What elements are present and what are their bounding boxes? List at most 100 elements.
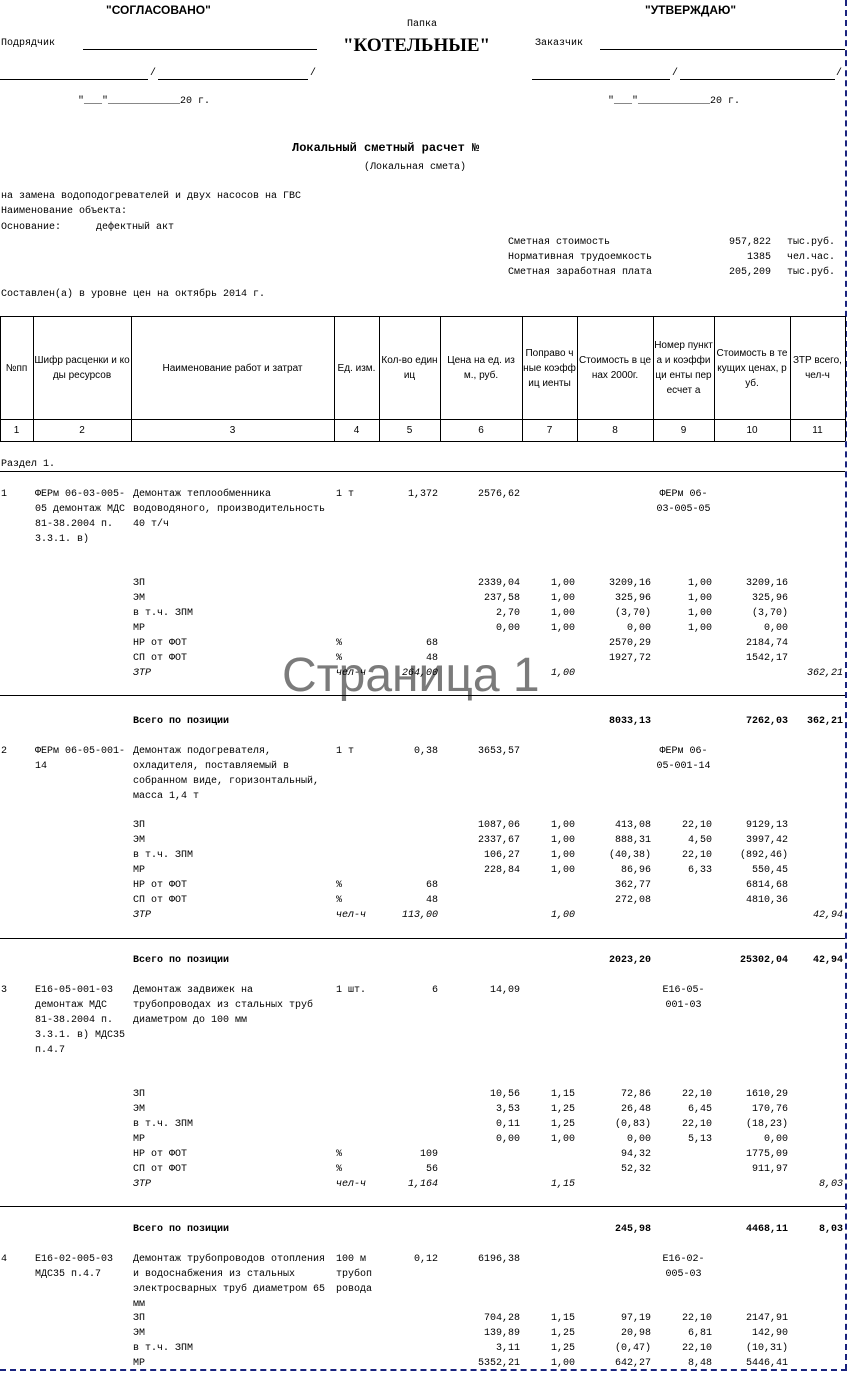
- detail-cell: 68: [425, 880, 438, 891]
- detail-cell: 2570,29: [608, 638, 651, 649]
- detail-cell: ЗТР: [133, 668, 152, 679]
- item-reference: ФЕРм 06-03-005-05: [656, 489, 711, 515]
- item-price: 6196,38: [477, 1254, 520, 1265]
- detail-cell: 0,11: [495, 1119, 520, 1130]
- folder-name: "КОТЕЛЬНЫЕ": [343, 35, 491, 56]
- detail-cell: 4,50: [687, 835, 712, 846]
- detail-cell: 1,00: [687, 608, 712, 619]
- detail-cell: (0,47): [614, 1343, 651, 1354]
- detail-cell: 1,25: [550, 1343, 575, 1354]
- detail-cell: 1,00: [687, 623, 712, 634]
- detail-cell: ЭМ: [133, 1328, 146, 1339]
- detail-cell: 3,53: [495, 1104, 520, 1115]
- detail-cell: НР от ФОТ: [133, 1149, 188, 1160]
- total-ztr: 362,21: [806, 716, 843, 727]
- detail-cell: 42,94: [812, 910, 843, 921]
- column-header: ЗТР всего, чел-ч: [793, 355, 842, 381]
- detail-cell: 1,00: [550, 623, 575, 634]
- detail-cell: 0,00: [626, 623, 651, 634]
- item-number: 2: [1, 746, 8, 757]
- detail-cell: 413,08: [614, 820, 651, 831]
- detail-cell: (40,38): [608, 850, 651, 861]
- column-rule: [522, 316, 523, 441]
- column-header: Цена на ед. изм., руб.: [447, 355, 515, 381]
- detail-cell: 5352,21: [477, 1358, 520, 1369]
- detail-cell: 26,48: [620, 1104, 651, 1115]
- detail-cell: 1,00: [550, 1358, 575, 1369]
- detail-cell: ЗТР: [133, 910, 152, 921]
- detail-cell: 3209,16: [745, 578, 788, 589]
- detail-cell: ЗП: [133, 578, 146, 589]
- detail-cell: 2,70: [495, 608, 520, 619]
- detail-cell: 68: [425, 638, 438, 649]
- column-number: 1: [13, 425, 20, 436]
- detail-cell: чел-ч: [336, 910, 367, 921]
- date-right: "___"____________20 г.: [608, 96, 741, 107]
- detail-cell: ЭМ: [133, 835, 146, 846]
- detail-cell: 72,86: [620, 1089, 651, 1100]
- detail-cell: 139,89: [483, 1328, 520, 1339]
- column-header: Номер пункта и коэффици енты пересчет а: [654, 340, 713, 396]
- column-header: Стоимость в текущих ценах, руб.: [716, 347, 788, 389]
- detail-cell: 325,96: [614, 593, 651, 604]
- item-unit: 1 т: [336, 746, 355, 757]
- detail-cell: 1,00: [550, 593, 575, 604]
- section-rule: [0, 471, 845, 472]
- detail-cell: 97,19: [620, 1313, 651, 1324]
- item-number: 4: [1, 1254, 8, 1265]
- date-left: "___"____________20 г.: [78, 96, 211, 107]
- item-code: ФЕРм 06-05-001-14: [35, 746, 126, 772]
- item-name: Демонтаж трубопроводов отопления и водос…: [133, 1254, 326, 1310]
- table-rule: [0, 419, 845, 420]
- detail-cell: 1,00: [550, 1134, 575, 1145]
- item-reference: Е16-02-005-03: [662, 1254, 705, 1280]
- column-header: Кол-во единиц: [381, 355, 438, 381]
- column-number: 4: [353, 425, 360, 436]
- column-number: 10: [746, 425, 758, 436]
- detail-cell: 888,31: [614, 835, 651, 846]
- item-rule: [0, 1206, 845, 1207]
- detail-cell: 1,164: [407, 1179, 438, 1190]
- sign-line: [532, 79, 670, 80]
- item-unit: 100 м трубопровода: [336, 1254, 373, 1295]
- detail-cell: 1,00: [687, 578, 712, 589]
- detail-cell: 20,98: [620, 1328, 651, 1339]
- detail-cell: 0,00: [495, 623, 520, 634]
- summary-label: Сметная стоимость: [508, 237, 611, 248]
- detail-cell: 2147,91: [745, 1313, 788, 1324]
- doc-title: Локальный сметный расчет №: [292, 141, 480, 155]
- detail-cell: 264,00: [401, 668, 438, 679]
- item-price: 2576,62: [477, 489, 520, 500]
- column-rule: [845, 316, 846, 441]
- column-number: 8: [612, 425, 618, 436]
- detail-cell: 22,10: [681, 1089, 712, 1100]
- customer-label: Заказчик: [535, 38, 584, 49]
- total-ztr: 42,94: [812, 955, 843, 966]
- total-label: Всего по позиции: [133, 716, 230, 727]
- detail-cell: 362,77: [614, 880, 651, 891]
- summary-unit: тыс.руб.: [787, 267, 836, 278]
- detail-cell: 170,76: [751, 1104, 788, 1115]
- detail-cell: 1,00: [550, 835, 575, 846]
- detail-cell: (18,23): [745, 1119, 788, 1130]
- detail-cell: 6814,68: [745, 880, 788, 891]
- detail-cell: 1610,29: [745, 1089, 788, 1100]
- detail-cell: 2339,04: [477, 578, 520, 589]
- detail-cell: МР: [133, 865, 146, 876]
- detail-cell: %: [336, 1149, 343, 1160]
- detail-cell: %: [336, 638, 343, 649]
- detail-cell: 1,15: [550, 1179, 575, 1190]
- summary-unit: чел.час.: [787, 252, 836, 263]
- item-quantity: 0,12: [413, 1254, 438, 1265]
- column-header: Стоимость в ценах 2000г.: [578, 355, 652, 381]
- total-ztr: 8,03: [818, 1224, 843, 1235]
- detail-cell: 5446,41: [745, 1358, 788, 1369]
- item-price: 3653,57: [477, 746, 520, 757]
- column-rule: [33, 316, 34, 441]
- column-rule: [714, 316, 715, 441]
- detail-cell: СП от ФОТ: [133, 1164, 188, 1175]
- item-number: 1: [1, 489, 8, 500]
- detail-cell: (3,70): [614, 608, 651, 619]
- detail-cell: 109: [419, 1149, 438, 1160]
